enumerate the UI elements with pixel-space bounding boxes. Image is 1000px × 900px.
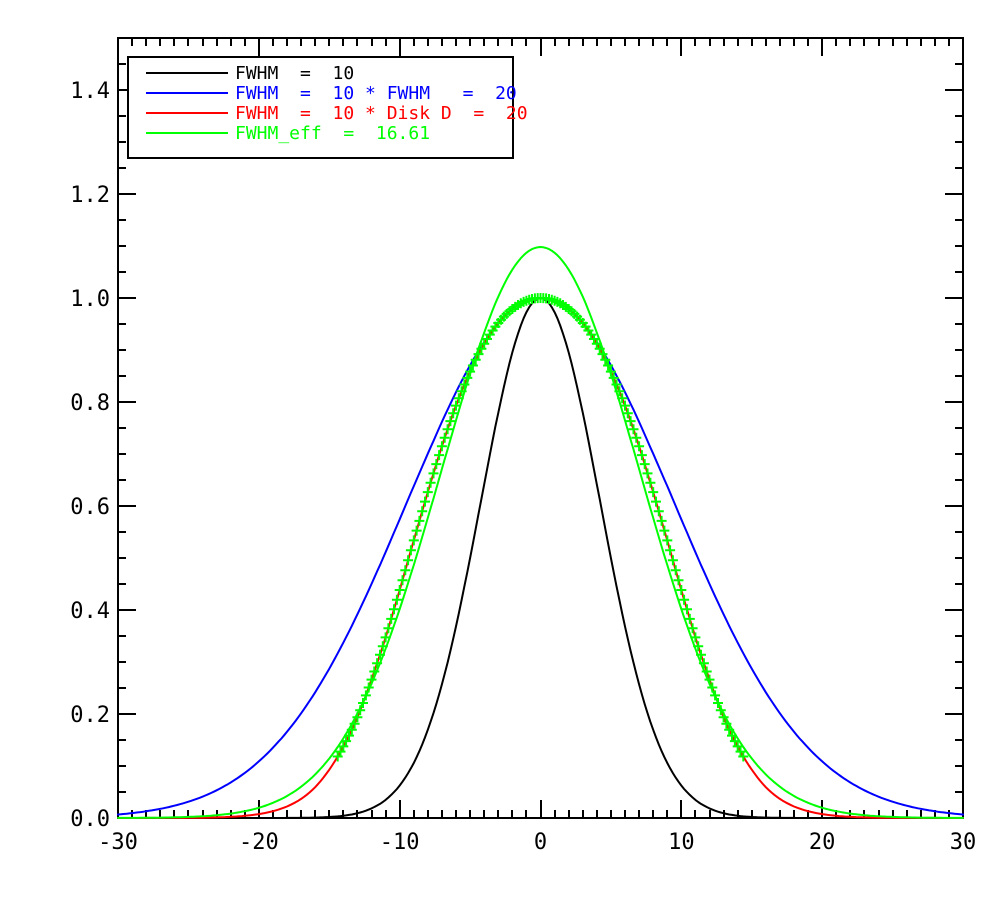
legend-entry: FWHM = 10: [146, 63, 354, 84]
plus-marker: [684, 613, 695, 624]
plus-marker: [386, 613, 397, 624]
plus-marker: [653, 506, 664, 517]
y-tick-label: 1.0: [70, 287, 110, 312]
plus-marker: [431, 459, 442, 470]
y-tick-label: 0.4: [70, 599, 110, 624]
plus-marker: [622, 408, 633, 419]
plus-marker: [335, 746, 346, 757]
plus-marker: [634, 441, 645, 452]
y-tick-label: 0.8: [70, 391, 110, 416]
plus-marker: [414, 515, 425, 526]
plus-marker: [408, 535, 419, 546]
plus-marker: [405, 545, 416, 556]
legend-label: FWHM = 10 * Disk D = 20: [235, 103, 528, 124]
plus-marker: [687, 623, 698, 634]
plus-marker: [611, 379, 622, 390]
plus-marker: [659, 525, 670, 536]
legend-entry: FWHM_eff = 16.61: [146, 123, 430, 144]
plus-marker: [662, 535, 673, 546]
plus-marker: [434, 450, 445, 461]
y-tick-label: 1.2: [70, 183, 110, 208]
plus-marker: [682, 604, 692, 615]
x-tick-label: -20: [239, 830, 279, 855]
legend-label: FWHM = 10: [235, 63, 354, 84]
plus-marker: [656, 515, 667, 526]
x-tick-label: -10: [380, 830, 420, 855]
legend-label: FWHM_eff = 16.61: [235, 123, 430, 144]
plus-marker: [338, 741, 349, 752]
x-tick-label: 20: [809, 830, 836, 855]
plus-marker: [625, 416, 636, 427]
plus-marker: [403, 555, 414, 566]
plus-marker: [428, 468, 439, 479]
plus-marker: [670, 565, 681, 576]
plus-marker: [425, 477, 436, 488]
plus-marker: [667, 555, 678, 566]
plus-marker: [665, 545, 676, 556]
plus-marker: [645, 477, 656, 488]
y-tick-label: 0.2: [70, 703, 110, 728]
x-tick-label: 0: [534, 830, 547, 855]
plus-marker: [422, 487, 433, 498]
plus-marker: [420, 496, 430, 507]
plus-marker: [648, 487, 659, 498]
plus-marker: [628, 424, 639, 435]
legend-entry: FWHM = 10 * FWHM = 20: [146, 83, 517, 104]
plus-marker: [651, 496, 661, 507]
plus-marker: [442, 424, 453, 435]
plus-marker: [738, 751, 749, 762]
y-tick-label: 0.0: [70, 807, 110, 832]
plus-marker: [448, 408, 459, 419]
plus-marker: [639, 459, 650, 470]
plus-marker: [383, 623, 394, 634]
plus-marker: [436, 441, 447, 452]
y-tick-label: 1.4: [70, 79, 110, 104]
plus-marker: [642, 468, 653, 479]
plus-marker: [676, 585, 687, 595]
plus-marker: [445, 416, 456, 427]
plus-marker: [411, 525, 422, 536]
plus-marker: [673, 575, 684, 586]
curve-fwhm-eff: [117, 246, 964, 819]
plus-marker: [679, 594, 690, 605]
plus-marker: [389, 604, 399, 615]
plus-marker: [631, 432, 642, 443]
x-tick-label: 30: [950, 830, 977, 855]
plus-marker: [417, 506, 428, 517]
plus-marker: [400, 565, 411, 576]
plus-marker: [391, 594, 402, 605]
y-tick-label: 0.6: [70, 495, 110, 520]
legend-label: FWHM = 10 * FWHM = 20: [235, 83, 517, 104]
plus-marker: [439, 432, 450, 443]
x-tick-label: -30: [98, 830, 138, 855]
plus-marker: [636, 450, 647, 461]
legend-entry: FWHM = 10 * Disk D = 20: [146, 103, 528, 124]
plus-marker: [394, 585, 405, 595]
plus-marker: [732, 741, 743, 752]
x-tick-label: 10: [668, 830, 695, 855]
plus-marker: [397, 575, 408, 586]
plot-box: [117, 37, 964, 819]
